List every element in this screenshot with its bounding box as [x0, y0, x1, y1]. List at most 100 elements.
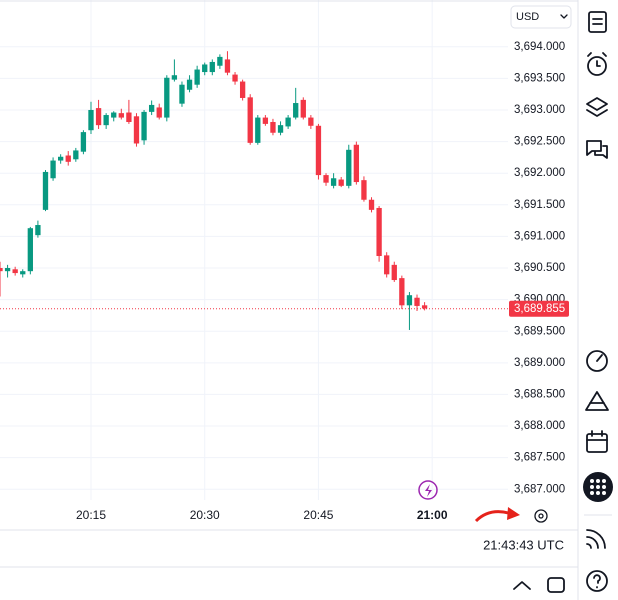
candle-body: [111, 112, 117, 118]
candle-body: [171, 75, 178, 80]
candle-body: [141, 111, 147, 141]
candle-body: [27, 228, 33, 272]
candle-body: [384, 255, 390, 275]
candle-body: [247, 97, 253, 143]
candle-body: [421, 305, 428, 309]
candle-body: [209, 61, 215, 73]
candle-body: [186, 79, 193, 90]
candle-body: [315, 125, 322, 176]
y-tick-label: 3,689.000: [514, 357, 565, 369]
candle-body: [217, 56, 223, 66]
toolbar: [583, 11, 613, 592]
grid: [0, 0, 508, 500]
y-tick-label: 3,693.500: [514, 72, 565, 84]
icon-detail: [593, 574, 601, 589]
x-tick-label: 20:45: [303, 508, 333, 522]
collapse-button[interactable]: [513, 581, 531, 590]
arrow: [474, 510, 513, 523]
candle-body: [308, 117, 314, 126]
candles: [0, 51, 508, 330]
icon-detail: [596, 354, 603, 362]
candle-body: [80, 132, 87, 152]
candle-body: [179, 84, 185, 104]
ideas-icon[interactable]: [585, 391, 609, 411]
dropdown-caret: [560, 14, 568, 19]
candle-body: [4, 268, 11, 272]
alerts-icon[interactable]: [587, 56, 607, 76]
y-tick-label: 3,693.000: [514, 104, 565, 116]
last-price-tag: [509, 300, 569, 317]
y-tick-label: 3,689.500: [514, 325, 565, 337]
candle-body: [338, 179, 344, 186]
y-tick-label: 3,691.000: [514, 230, 565, 242]
currency-label: USD: [516, 11, 539, 23]
settings-icon[interactable]: [534, 509, 548, 523]
y-tick-label: 3,692.500: [514, 136, 565, 148]
x-tick-label: 20:15: [76, 508, 106, 522]
candle-body: [323, 175, 329, 183]
candle-body: [50, 160, 56, 179]
candle-body: [368, 199, 375, 210]
y-tick-label: 3,688.000: [514, 420, 565, 432]
candle-body: [0, 268, 3, 272]
candle-body: [88, 109, 94, 131]
event-bolt: [425, 484, 432, 497]
candle-body: [353, 144, 360, 183]
candle-body: [42, 171, 49, 210]
gauge-icon[interactable]: [586, 350, 608, 372]
candle-body: [361, 180, 367, 200]
x-tick-label: 21:00: [417, 508, 448, 522]
y-tick-label: 3,687.500: [514, 452, 565, 464]
candle-body: [194, 69, 200, 85]
y-tick-label: 3,690.500: [514, 262, 565, 274]
currency-button[interactable]: [510, 5, 572, 29]
layers-icon[interactable]: [586, 97, 608, 117]
y-tick-label: 3,688.500: [514, 388, 565, 400]
candle-body: [330, 178, 337, 186]
candle-body: [126, 112, 132, 122]
arrow-head: [507, 507, 520, 520]
candle-body: [277, 125, 284, 133]
last-price-label: 3,689.855: [514, 303, 565, 315]
candle-body: [270, 121, 276, 133]
icon-detail: [586, 430, 608, 441]
y-tick-label: 3,687.000: [514, 483, 565, 495]
candle-body: [406, 295, 413, 306]
icon-detail: [587, 52, 607, 67]
maximize-button[interactable]: [547, 577, 565, 593]
candle-body: [73, 150, 79, 160]
y-tick-label: 3,691.500: [514, 199, 565, 211]
settings-icon-center: [538, 513, 544, 519]
candle-body: [399, 278, 405, 306]
candle-body: [239, 81, 246, 98]
candle-body: [156, 107, 162, 118]
candle-body: [35, 225, 41, 236]
clock: 21:43:43 UTC: [483, 537, 564, 552]
candle-body: [202, 64, 208, 73]
candle-body: [300, 99, 306, 118]
candle-body: [12, 269, 18, 274]
apps-dots: [590, 479, 606, 495]
candle-body: [65, 155, 71, 162]
candle-body: [391, 264, 397, 281]
candle-body: [103, 115, 109, 126]
watchlist-icon[interactable]: [588, 11, 607, 33]
candle-body: [20, 271, 26, 275]
event-icon[interactable]: [418, 480, 438, 500]
candle-body: [262, 117, 269, 124]
calendar-icon[interactable]: [586, 433, 608, 453]
candle-body: [133, 116, 140, 144]
candle-body: [58, 156, 64, 161]
icon-detail: [592, 18, 603, 25]
candle-body: [414, 297, 420, 306]
candle-body: [293, 103, 299, 118]
help-icon[interactable]: [586, 570, 608, 592]
y-tick-label: 3,692.000: [514, 167, 565, 179]
candle-body: [255, 117, 261, 143]
chat-icon[interactable]: [586, 140, 608, 159]
stream-icon[interactable]: [586, 529, 606, 549]
candle-body: [95, 108, 102, 126]
candle-body: [148, 104, 155, 112]
